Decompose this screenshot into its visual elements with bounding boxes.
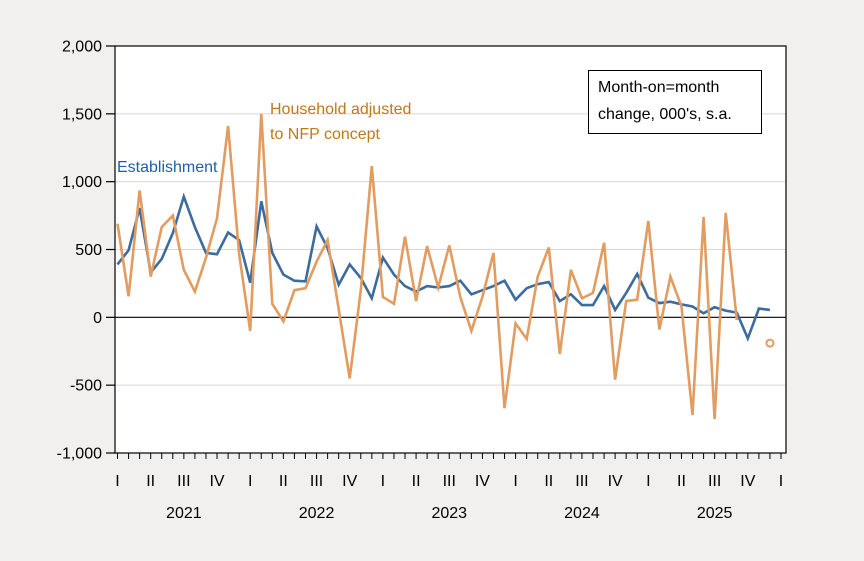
y-axis-label: 500 xyxy=(75,242,102,259)
y-axis-label: -1,000 xyxy=(57,446,102,463)
y-axis-label: 2,000 xyxy=(62,39,102,56)
x-axis-quarter-label: IV xyxy=(209,473,224,490)
household-series-label-line2: to NFP concept xyxy=(270,126,380,143)
x-axis-quarter-label: IV xyxy=(740,473,755,490)
establishment-series-label-text: Establishment xyxy=(117,159,218,176)
x-axis-quarter-label: I xyxy=(646,473,650,490)
x-axis-quarter-label: III xyxy=(177,473,190,490)
x-axis-quarter-label: IV xyxy=(342,473,357,490)
x-axis-quarter-label: I xyxy=(381,473,385,490)
note-box-line1: Month-on=month xyxy=(598,79,720,96)
x-axis-quarter-label: I xyxy=(248,473,252,490)
x-axis-year-label: 2024 xyxy=(564,505,600,522)
x-axis-year-label: 2022 xyxy=(299,505,335,522)
x-axis-year-label: 2023 xyxy=(431,505,467,522)
household-series-label-line1: Household adjusted xyxy=(270,101,412,118)
x-axis-quarter-label: IV xyxy=(608,473,623,490)
x-axis-quarter-label: II xyxy=(412,473,421,490)
x-axis-quarter-label: III xyxy=(575,473,588,490)
x-axis-quarter-label: I xyxy=(779,473,783,490)
y-axis-label: 0 xyxy=(93,310,102,327)
x-axis-quarter-label: II xyxy=(677,473,686,490)
note-box: Month-on=month change, 000's, s.a. xyxy=(588,70,762,134)
x-axis-quarter-label: I xyxy=(115,473,119,490)
x-axis-quarter-label: III xyxy=(310,473,323,490)
household-series-label: Household adjusted to NFP concept xyxy=(270,97,411,147)
y-axis-label: -500 xyxy=(70,378,102,395)
x-axis-quarter-label: II xyxy=(146,473,155,490)
x-axis-quarter-label: III xyxy=(443,473,456,490)
x-axis-year-label: 2025 xyxy=(697,505,733,522)
x-axis-quarter-label: II xyxy=(279,473,288,490)
establishment-line xyxy=(116,192,771,342)
x-axis-quarter-label: IV xyxy=(475,473,490,490)
x-axis-quarter-label: III xyxy=(708,473,721,490)
note-box-line2: change, 000's, s.a. xyxy=(598,106,732,123)
household-isolated-point-marker xyxy=(765,338,775,348)
x-axis-year-label: 2021 xyxy=(166,505,202,522)
establishment-series-label: Establishment xyxy=(117,155,218,180)
y-axis-label: 1,000 xyxy=(62,174,102,191)
x-axis-quarter-label: II xyxy=(544,473,553,490)
household-line xyxy=(116,113,739,420)
y-axis-label: 1,500 xyxy=(62,106,102,123)
x-axis-quarter-label: I xyxy=(513,473,517,490)
